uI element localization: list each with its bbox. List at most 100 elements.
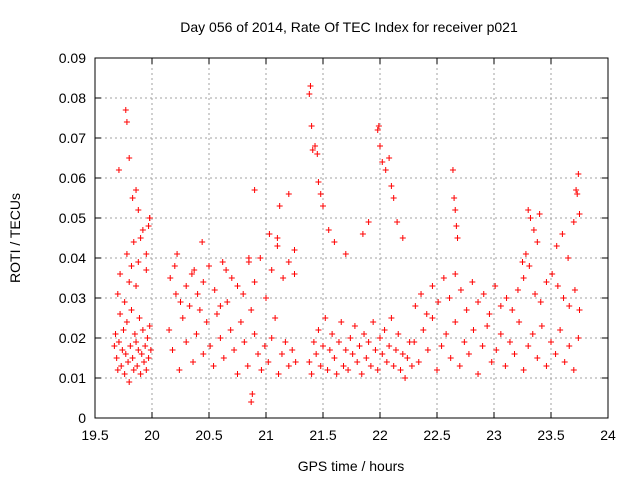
- data-point: [434, 367, 440, 373]
- data-point: [278, 351, 285, 357]
- data-point: [272, 315, 279, 321]
- data-point: [469, 279, 476, 285]
- data-point: [220, 355, 227, 361]
- x-tick-label: 20: [144, 427, 160, 443]
- data-point: [480, 291, 487, 297]
- data-point: [177, 299, 184, 305]
- data-point: [217, 303, 224, 309]
- data-point: [354, 359, 361, 365]
- data-point: [166, 327, 173, 333]
- y-tick-label: 0.07: [59, 130, 86, 146]
- data-point: [543, 279, 550, 285]
- data-point: [179, 315, 186, 321]
- data-point: [326, 347, 333, 353]
- data-point: [452, 271, 459, 277]
- y-tick-label: 0.06: [59, 170, 86, 186]
- data-point: [529, 331, 536, 337]
- data-point: [560, 295, 567, 301]
- data-point: [143, 367, 150, 373]
- data-point: [194, 291, 201, 297]
- data-point: [213, 311, 220, 317]
- y-tick-label: 0.09: [59, 50, 86, 66]
- data-point: [309, 147, 316, 153]
- data-point: [342, 347, 349, 353]
- data-point: [514, 287, 521, 293]
- data-point: [331, 355, 338, 361]
- data-point: [456, 363, 463, 369]
- data-point: [139, 327, 146, 333]
- data-point: [119, 347, 126, 353]
- data-point: [114, 291, 121, 297]
- data-point: [268, 335, 275, 341]
- data-point: [265, 359, 272, 365]
- data-point: [331, 239, 338, 245]
- data-point: [475, 371, 482, 377]
- data-point: [228, 275, 235, 281]
- data-point: [133, 187, 140, 193]
- data-point: [549, 271, 556, 277]
- data-point: [176, 367, 183, 373]
- data-point: [338, 319, 345, 325]
- data-point: [276, 203, 283, 209]
- data-point: [386, 155, 393, 161]
- x-tick-label: 24: [600, 427, 616, 443]
- data-point: [463, 307, 470, 313]
- data-point: [379, 159, 386, 165]
- data-point: [370, 319, 377, 325]
- data-point: [404, 355, 411, 361]
- data-point: [308, 371, 315, 377]
- data-point: [576, 307, 583, 313]
- data-point: [382, 167, 389, 173]
- data-point: [244, 363, 251, 369]
- data-point: [130, 367, 137, 373]
- data-point: [559, 231, 566, 237]
- data-point: [340, 363, 347, 369]
- data-point: [322, 315, 329, 321]
- data-point: [231, 347, 238, 353]
- y-tick-labels: 0 0.01 0.02 0.03 0.04 0.05 0.06 0.07 0.08 0.09: [59, 50, 86, 426]
- data-point: [199, 239, 206, 245]
- data-point: [320, 343, 326, 349]
- data-point: [307, 83, 314, 89]
- data-point: [475, 299, 482, 305]
- data-point: [324, 367, 331, 373]
- data-point: [570, 367, 577, 373]
- data-point: [315, 327, 322, 333]
- data-point: [292, 359, 299, 365]
- data-point: [488, 359, 495, 365]
- data-point: [420, 327, 427, 333]
- data-point: [268, 267, 275, 273]
- data-point: [447, 355, 454, 361]
- data-point: [538, 323, 545, 329]
- data-point: [526, 263, 533, 269]
- y-tick-label: 0.05: [59, 210, 86, 226]
- data-point: [128, 307, 135, 313]
- data-point: [191, 267, 198, 273]
- data-point: [183, 339, 190, 345]
- data-point: [519, 259, 526, 265]
- data-point: [127, 343, 134, 349]
- data-point: [122, 351, 129, 357]
- data-point: [443, 331, 450, 337]
- x-tick-labels: 19.5 20 20.5 21 21.5 22 22.5 23 23.5 24: [81, 427, 616, 443]
- data-point: [320, 203, 326, 209]
- data-point: [325, 227, 332, 233]
- data-point: [415, 359, 422, 365]
- data-point: [317, 363, 324, 369]
- data-point: [123, 251, 130, 257]
- data-point: [383, 359, 390, 365]
- data-point: [461, 339, 468, 345]
- data-point: [576, 211, 583, 217]
- data-point: [386, 343, 393, 349]
- data-point: [374, 367, 381, 373]
- data-point: [263, 295, 269, 301]
- data-point: [125, 359, 132, 365]
- data-point: [449, 167, 456, 173]
- data-point: [446, 295, 453, 301]
- data-point: [440, 275, 447, 281]
- data-point: [206, 263, 212, 269]
- data-point: [128, 263, 135, 269]
- data-point: [174, 251, 181, 257]
- data-point: [493, 347, 500, 353]
